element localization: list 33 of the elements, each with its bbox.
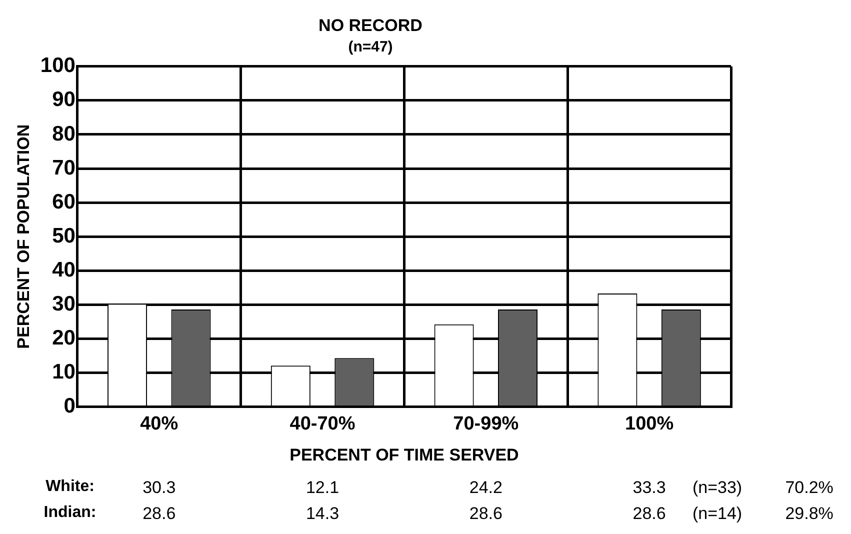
data-label: 28.6 xyxy=(632,504,666,524)
y-tick-label: 20 xyxy=(52,326,76,350)
data-label: 28.6 xyxy=(142,504,176,524)
text: Indian: xyxy=(44,504,96,522)
data-label: 33.3 xyxy=(632,478,666,498)
x-tick-label: 40% xyxy=(140,413,178,434)
text: (n=14) xyxy=(692,504,742,524)
data-label: 24.2 xyxy=(469,478,502,498)
y-tick-label: 40 xyxy=(52,258,76,282)
y-tick-label: 100 xyxy=(40,54,76,78)
y-tick-label: 60 xyxy=(52,190,76,214)
data-label: 14.3 xyxy=(306,504,340,524)
text: 29.8% xyxy=(785,504,834,524)
chart-title: NO RECORD xyxy=(318,16,422,35)
text: White: xyxy=(46,478,94,496)
data-label: 28.6 xyxy=(469,504,502,524)
y-axis-title: PERCENT OF POPULATION xyxy=(14,124,33,349)
text: (n=33) xyxy=(692,478,742,498)
y-tick-label: 50 xyxy=(52,224,76,248)
data-label: 12.1 xyxy=(306,478,340,498)
chart-subtitle: (n=47) xyxy=(348,38,393,56)
y-tick-label: 10 xyxy=(52,360,76,384)
y-tick-label: 70 xyxy=(52,156,76,180)
y-tick-label: 90 xyxy=(52,88,76,112)
x-tick-label: 100% xyxy=(625,413,674,434)
data-label: 30.3 xyxy=(142,478,176,498)
y-tick-label: 0 xyxy=(64,394,76,418)
x-axis-title: PERCENT OF TIME SERVED xyxy=(290,445,519,464)
text: 70.2% xyxy=(785,478,834,498)
x-tick-label: 40-70% xyxy=(290,413,356,434)
x-tick-label: 70-99% xyxy=(453,413,519,434)
y-tick-label: 30 xyxy=(52,292,76,316)
y-tick-label: 80 xyxy=(52,122,76,146)
